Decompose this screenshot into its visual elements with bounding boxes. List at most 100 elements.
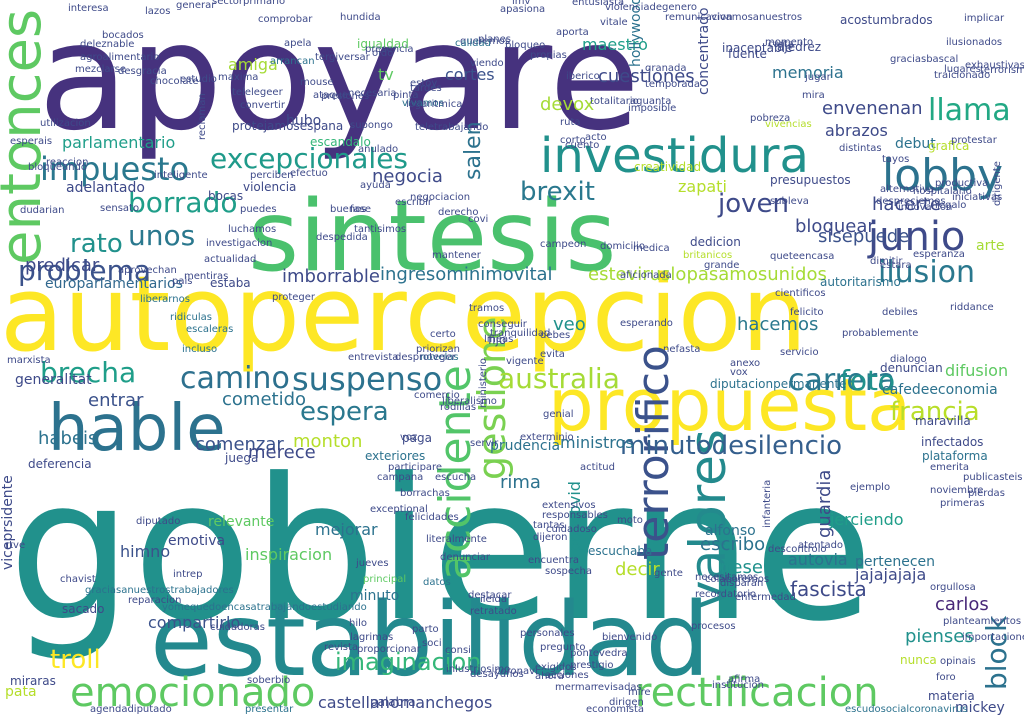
cloud-word-bloqueo: bloqueo [505,40,545,51]
cloud-word-hubo: hubo [286,113,321,129]
cloud-word-queteencasa: queteencasa [770,251,834,262]
cloud-word-gobierne: gobierne [8,437,874,665]
cloud-word-granada: granada [645,63,687,74]
cloud-word-ejemplo: ejemplo [850,482,890,493]
cloud-word-nunca: nunca [900,653,937,667]
cloud-word-mejorar: mejorar [315,520,378,539]
cloud-word-medica: medica [633,243,670,254]
cloud-word-comprobar: comprobar [258,14,313,25]
cloud-word-agroalimentario: agroalimentario [80,52,159,63]
cloud-word-pertenecen: pertenecen [855,554,935,570]
cloud-word-memoria: memoria [772,63,844,82]
cloud-word-aficionada: aficionada [620,270,672,281]
cloud-word-liberarnos: liberarnos [140,294,190,305]
cloud-word-telelegeer: telelegeer [232,87,284,98]
cloud-word-arrancan: arrancan [270,56,315,67]
cloud-word-excepcionales: excepcionales [210,142,408,175]
cloud-word-compartirlo: compartirlo [148,613,240,632]
cloud-word-sensato: sensato [100,203,139,214]
cloud-word-esperais: esperais [10,136,52,147]
cloud-word-inlustriosimo: inlustriosimo [446,664,510,675]
cloud-word-investigacion: investigacion [206,238,272,249]
cloud-word-cafedeeconomia: cafedeeconomia [882,382,998,398]
cloud-word-necesaria: necesaria [348,88,397,99]
cloud-word-valores: valores [679,429,737,610]
cloud-word-coronavi: coronavi [495,666,538,677]
cloud-word-vox: vox [730,367,748,378]
cloud-word-propias: propias [530,50,567,61]
cloud-word-rato: rato [70,229,123,259]
cloud-word-nefasta: nefasta [663,344,700,355]
cloud-word-hollywood: hollywood [628,0,644,67]
cloud-word-camino: camino [180,361,290,396]
cloud-word-comenzar: comenzar [195,434,284,455]
cloud-word-noviembre: noviembre [930,485,983,496]
cloud-word-dialogo: dialogo [890,354,927,365]
cloud-word-pese: pese [720,557,763,578]
cloud-word-lugares: lugares [944,64,981,75]
cloud-word-enfermedad: enfermedad [735,592,796,603]
cloud-word-bienvenido: bienvenido [602,632,657,643]
cloud-word-debiles: debiles [882,307,918,318]
cloud-word-planes: planes [478,34,511,45]
cloud-word-esteviruslopasamosunidos: esteviruslopasamosunidos [588,264,827,285]
cloud-word-apela: apela [284,38,312,49]
cloud-word-pontevedra: pontevedra [570,648,628,659]
cloud-word-despreciemos: despreciemos [876,196,946,207]
cloud-word-tergiversar: tergiversar [315,52,371,63]
cloud-word-corto: corto [560,135,586,146]
cloud-word-covi: covi [468,214,488,225]
cloud-word-entonces: entonces [0,9,54,265]
cloud-word-dijeron: dijeron [533,532,567,543]
cloud-word-escandalo: escandalo [310,135,371,149]
cloud-word-hable: hable [48,392,226,466]
cloud-word-estara: estara [880,260,912,271]
cloud-word-presencia: presencia [365,44,414,55]
cloud-word-actualidad: actualidad [204,254,256,265]
cloud-word-logaritmica: logaritmica [406,99,462,110]
cloud-word-productiva: productiva [935,178,988,189]
cloud-word-chocolate: chocolate [150,76,199,87]
cloud-word-principal: principal [363,574,406,585]
cloud-word-presupuestos: presupuestos [770,173,851,187]
cloud-word-sospecha: sospecha [545,566,592,577]
cloud-word-violenciadegenero: violenciadegenero [605,2,697,13]
cloud-word-autoritarismo: autoritarismo [820,275,901,289]
cloud-word-hacerte: hacerte [872,194,941,215]
cloud-word-grafica: grafica [928,139,969,153]
cloud-word-mira: mira [802,90,825,101]
cloud-word-foro: foro [936,672,956,683]
cloud-word-terrorifico: terrorifico [628,345,679,560]
cloud-word-bloquear: bloquear [795,216,875,237]
cloud-word-carlos: carlos [935,594,989,615]
cloud-word-estoy: estoy [410,78,437,89]
cloud-word-difusion: difusion [945,361,1008,380]
cloud-word-brexit: brexit [520,177,595,207]
cloud-word-jajajajaja: jajajajaja [854,565,926,584]
cloud-word-emerita: emerita [930,462,969,473]
cloud-word-queremos: queremos [460,36,510,47]
cloud-word-adelantado: adelantado [66,180,145,196]
cloud-word-presiones: presiones [321,91,369,102]
cloud-word-disparan: disparan [720,578,763,589]
cloud-word-momento: momento [765,37,813,48]
cloud-word-igualdad: igualdad [357,37,409,51]
cloud-word-diputacionpermanente: diputacionpermanente [710,377,847,391]
cloud-word-cuidadoso: cuidadoso [546,524,597,535]
cloud-word-escudosocialcoronavirus: escudosocialcoronavirus [845,704,968,715]
cloud-word-mouse: mouse [300,77,334,88]
cloud-word-desgracia: desgracia [118,66,167,77]
cloud-word-mentiras: mentiras [184,271,228,282]
cloud-word-distintas: distintas [839,143,882,154]
cloud-word-chavist: chavist [60,574,96,585]
cloud-word-voz: voz [400,432,417,443]
cloud-word-riddance: riddance [950,302,994,313]
cloud-word-acostumbrados: acostumbrados [840,13,933,27]
cloud-word-ejerciendo: ejerciendo [820,510,904,529]
cloud-word-jueves: jueves [355,558,389,569]
cloud-word-paga: paga [402,431,432,445]
cloud-word-suspenso: suspenso [292,360,442,398]
cloud-word-zapati: zapati [678,177,727,196]
cloud-word-probablemente: probablemente [842,328,918,339]
cloud-word-liberalismo: liberalismo [442,396,497,407]
